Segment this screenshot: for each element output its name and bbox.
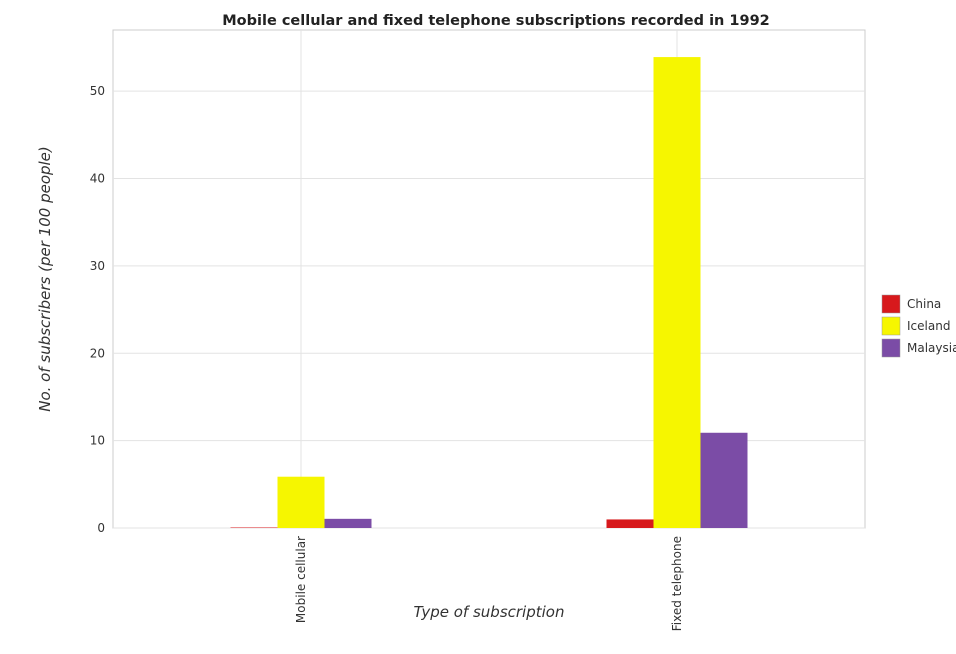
legend-label-china: China: [907, 297, 941, 311]
bar-iceland-mobile-cellular: [277, 476, 325, 528]
grid-lines: [113, 30, 865, 529]
legend: China Iceland Malaysia: [881, 294, 956, 358]
bar-malaysia-mobile-cellular: [324, 518, 372, 528]
y-axis-label: No. of subscribers (per 100 people): [36, 146, 54, 412]
bar-iceland-fixed-telephone: [653, 57, 701, 529]
x-axis-label: Type of subscription: [414, 603, 565, 621]
y-tick-label: 0: [97, 521, 105, 535]
y-tick-label: 40: [90, 172, 105, 186]
bar-china-fixed-telephone: [606, 519, 654, 528]
chart-title: Mobile cellular and fixed telephone subs…: [222, 13, 770, 29]
x-tick-label: Mobile cellular: [294, 536, 308, 623]
bar-china-mobile-cellular: [230, 527, 278, 528]
bar-malaysia-fixed-telephone: [700, 432, 748, 528]
legend-swatch-malaysia: [881, 338, 901, 358]
y-tick-label: 10: [90, 434, 105, 448]
legend-label-malaysia: Malaysia: [907, 341, 956, 355]
legend-swatch-china: [881, 294, 901, 314]
y-tick-label: 30: [90, 259, 105, 273]
y-tick-label: 20: [90, 346, 105, 360]
y-axis-ticks: 0 10 20 30 40 50: [90, 84, 105, 535]
x-tick-label: Fixed telephone: [670, 536, 684, 631]
bars: [230, 57, 748, 529]
legend-swatch-iceland: [881, 316, 901, 336]
legend-label-iceland: Iceland: [907, 319, 950, 333]
plot-area: [112, 29, 866, 529]
y-tick-label: 50: [90, 84, 105, 98]
x-axis-ticks: Mobile cellular Fixed telephone: [294, 536, 684, 631]
